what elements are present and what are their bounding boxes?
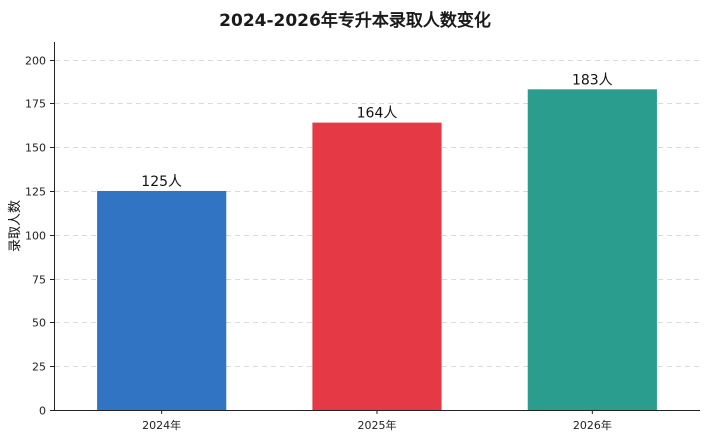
y-tick-label: 125 bbox=[25, 186, 46, 199]
bar bbox=[312, 122, 442, 410]
y-axis-label: 录取人数 bbox=[8, 200, 23, 252]
x-tick-label: 2026年 bbox=[573, 418, 612, 432]
bars bbox=[97, 89, 657, 411]
y-tick-label: 200 bbox=[25, 55, 46, 68]
y-tick-label: 25 bbox=[32, 361, 46, 374]
y-tick-label: 100 bbox=[25, 230, 46, 243]
y-tick-label: 75 bbox=[32, 274, 46, 287]
bar bbox=[527, 89, 657, 411]
x-ticks: 2024年 2025年 2026年 bbox=[142, 410, 612, 432]
bar bbox=[97, 190, 227, 410]
chart-title: 2024-2026年专升本录取人数变化 bbox=[219, 11, 491, 31]
bar-value-label: 164人 bbox=[357, 106, 398, 122]
x-tick-label: 2024年 bbox=[142, 418, 181, 432]
y-tick-label: 50 bbox=[32, 317, 46, 330]
bar-value-label: 183人 bbox=[572, 72, 613, 88]
y-tick-label: 150 bbox=[25, 142, 46, 155]
y-ticks: 0 25 50 75 100 125 150 175 200 bbox=[25, 55, 54, 418]
bar-value-label: 125人 bbox=[141, 174, 182, 190]
data-labels: 125人 164人 183人 bbox=[141, 72, 612, 190]
y-tick-label: 175 bbox=[25, 98, 46, 111]
y-tick-label: 0 bbox=[39, 405, 46, 418]
x-tick-label: 2025年 bbox=[358, 418, 397, 432]
